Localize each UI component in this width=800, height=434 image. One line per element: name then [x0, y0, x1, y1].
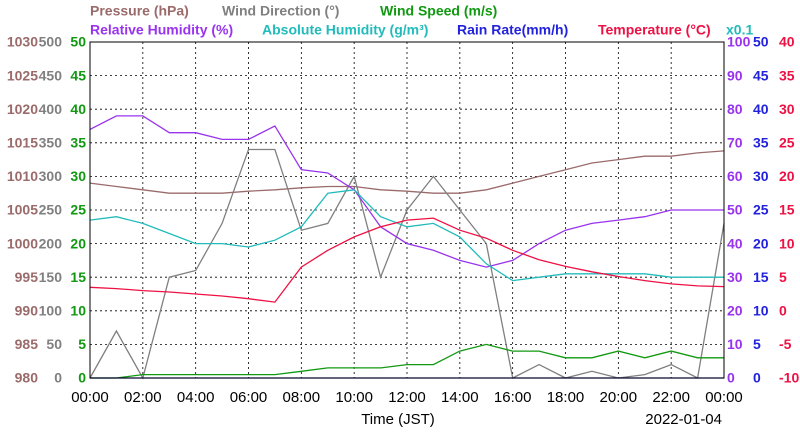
x-axis-label: Time (JST)	[361, 411, 435, 428]
y-tick-label: 35	[753, 135, 769, 151]
y-tick-label: 980	[15, 370, 39, 386]
y-tick-label: 0	[753, 370, 761, 386]
y-tick-label: 50	[70, 34, 86, 50]
y-tick-label: 50	[46, 336, 62, 352]
x-tick-label: 20:00	[600, 389, 638, 406]
y-tick-label: 5	[753, 336, 761, 352]
y-tick-label: 10	[70, 303, 86, 319]
y-tick-label: 15	[70, 269, 86, 285]
y-tick-label: 25	[70, 202, 86, 218]
y-tick-label: 40	[753, 101, 769, 117]
y-tick-label: 500	[39, 34, 63, 50]
y-tick-label: 10	[779, 235, 795, 251]
y-tick-label: 15	[779, 202, 795, 218]
x-tick-label: 12:00	[388, 389, 426, 406]
y-tick-label: 40	[779, 34, 795, 50]
legend-entry: Temperature (°C)	[598, 22, 711, 38]
y-tick-label: 350	[39, 135, 63, 151]
legend-entry: Rain Rate(mm/h)	[457, 22, 568, 38]
y-tick-label: 30	[753, 168, 769, 184]
x-tick-label: 04:00	[177, 389, 215, 406]
x-tick-label: 00:00	[705, 389, 743, 406]
y-tick-label: 40	[727, 235, 743, 251]
legend-entry: Wind Direction (°)	[222, 3, 339, 19]
y-tick-label: 1010	[7, 168, 38, 184]
y-tick-label: 450	[39, 67, 63, 83]
x-tick-label: 06:00	[230, 389, 268, 406]
series-line	[89, 150, 725, 194]
y-tick-label: 1025	[7, 67, 38, 83]
scale-note: x0.1	[726, 22, 753, 38]
y-tick-label: 1000	[7, 235, 38, 251]
date-label: 2022-01-04	[645, 411, 722, 428]
y-tick-label: 25	[779, 135, 795, 151]
legend-entry: Pressure (hPa)	[90, 3, 189, 19]
legend-entry: Relative Humidity (%)	[90, 22, 233, 38]
y-tick-label: 250	[39, 202, 63, 218]
y-tick-label: 25	[753, 202, 769, 218]
y-tick-label: 100	[727, 34, 751, 50]
x-tick-label: 14:00	[441, 389, 479, 406]
y-tick-label: 20	[753, 235, 769, 251]
y-tick-label: 20	[727, 303, 743, 319]
x-tick-label: 18:00	[547, 389, 585, 406]
y-tick-label: 30	[70, 168, 86, 184]
y-tick-label: 90	[727, 67, 743, 83]
y-tick-label: -10	[779, 370, 799, 386]
plot-frame	[89, 41, 725, 379]
legend-entry: Absolute Humidity (g/m³)	[262, 22, 428, 38]
x-tick-label: 02:00	[124, 389, 162, 406]
x-tick-label: 22:00	[652, 389, 690, 406]
y-tick-label: 0	[727, 370, 735, 386]
y-tick-label: 45	[70, 67, 86, 83]
y-tick-label: 70	[727, 135, 743, 151]
y-tick-label: 995	[15, 269, 39, 285]
y-tick-label: 0	[779, 303, 787, 319]
series-line	[89, 115, 724, 268]
series-line	[90, 343, 724, 379]
y-tick-label: 60	[727, 168, 743, 184]
series-line	[89, 217, 725, 303]
x-tick-label: 16:00	[494, 389, 532, 406]
x-tick-label: 00:00	[71, 389, 109, 406]
y-tick-label: 0	[54, 370, 62, 386]
y-tick-label: 0	[78, 370, 86, 386]
x-tick-label: 08:00	[283, 389, 321, 406]
y-tick-label: 20	[779, 168, 795, 184]
y-tick-label: -5	[779, 336, 792, 352]
y-tick-label: 15	[753, 269, 769, 285]
y-tick-label: 1005	[7, 202, 38, 218]
x-tick-label: 10:00	[335, 389, 373, 406]
y-tick-label: 40	[70, 101, 86, 117]
y-tick-label: 10	[753, 303, 769, 319]
y-tick-label: 10	[727, 336, 743, 352]
y-tick-label: 30	[779, 101, 795, 117]
y-tick-label: 985	[15, 336, 39, 352]
y-tick-label: 20	[70, 235, 86, 251]
y-tick-label: 150	[39, 269, 63, 285]
legend-entry: Wind Speed (m/s)	[380, 3, 497, 19]
y-tick-label: 200	[39, 235, 63, 251]
y-tick-label: 1030	[7, 34, 38, 50]
y-tick-label: 45	[753, 67, 769, 83]
y-tick-label: 990	[15, 303, 39, 319]
y-tick-label: 50	[753, 34, 769, 50]
y-tick-label: 100	[39, 303, 63, 319]
y-tick-label: 5	[779, 269, 787, 285]
y-tick-label: 300	[39, 168, 63, 184]
y-tick-label: 1020	[7, 101, 38, 117]
y-tick-label: 5	[78, 336, 86, 352]
y-tick-label: 30	[727, 269, 743, 285]
y-tick-label: 35	[70, 135, 86, 151]
y-tick-label: 50	[727, 202, 743, 218]
y-tick-label: 400	[39, 101, 63, 117]
series-line	[89, 189, 724, 282]
y-tick-label: 35	[779, 67, 795, 83]
y-tick-label: 1015	[7, 135, 38, 151]
y-tick-label: 80	[727, 101, 743, 117]
